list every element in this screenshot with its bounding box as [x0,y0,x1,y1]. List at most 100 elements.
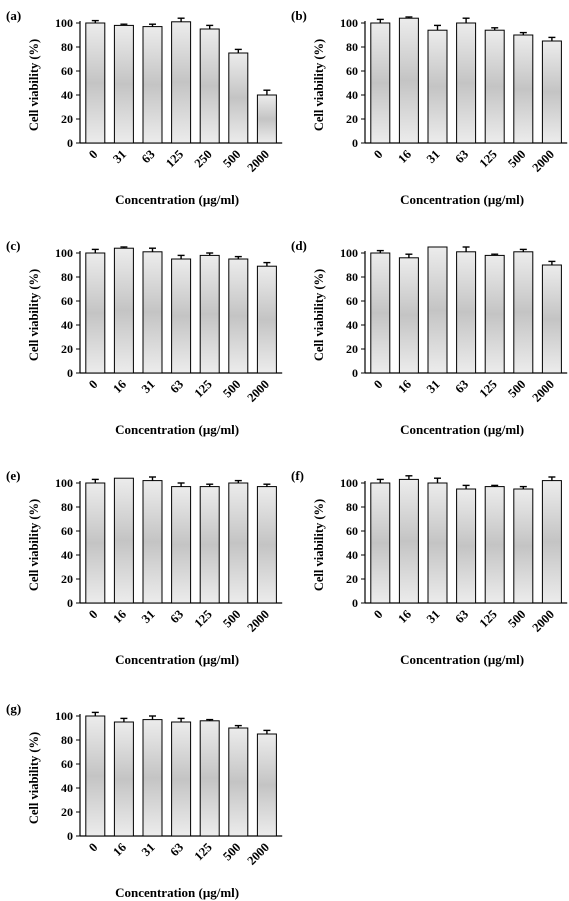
panel-label: (g) [6,701,21,716]
x-tick-label: 0 [371,147,385,161]
error-bar [177,17,185,22]
y-tick-label: 80 [61,500,73,514]
error-bar [491,484,499,487]
error-bar [91,711,99,716]
y-axis-label: Cell viability (%) [312,39,326,131]
x-tick-label: 2000 [244,377,272,405]
x-tick-label: 125 [477,377,500,400]
x-tick-label: 500 [220,840,243,863]
bar [370,482,391,604]
y-tick-label: 40 [61,781,73,795]
y-tick-label: 60 [61,64,73,78]
error-bar [434,477,441,483]
y-tick-label: 100 [340,16,358,30]
error-bar [263,261,271,267]
x-tick-label: 0 [371,607,385,621]
x-tick-label: 0 [86,147,100,161]
error-bar [91,248,99,253]
x-axis-label: Concentration (μg/ml) [115,652,239,667]
bar [484,254,505,374]
x-tick-label: 16 [395,377,414,396]
bar [199,486,220,604]
error-bar [462,17,470,23]
panel-label: (a) [6,8,21,23]
y-tick-label: 20 [61,112,73,126]
x-tick-label: 125 [192,607,215,630]
y-tick-label: 80 [346,40,358,54]
y-tick-label: 60 [61,757,73,771]
x-tick-label: 16 [110,607,129,626]
error-bar [120,23,128,26]
bar [484,486,505,604]
bar [256,265,277,374]
x-tick-label: 500 [505,607,528,630]
y-tick-label: 20 [61,342,73,356]
x-axis-label: Concentration (μg/ml) [115,885,239,900]
y-tick-label: 20 [346,112,358,126]
bar [541,40,562,144]
y-tick-label: 100 [55,16,73,30]
bar [513,251,534,374]
bar [113,721,134,837]
y-tick-label: 0 [67,136,73,150]
error-bar [376,18,384,23]
error-bar [263,729,271,734]
error-bar [234,724,242,728]
bar [228,52,249,144]
y-tick-label: 0 [352,596,358,610]
bar [171,721,192,837]
y-axis-label: Cell viability (%) [27,499,41,591]
y-tick-label: 60 [346,524,358,538]
x-tick-label: 63 [452,147,471,166]
y-axis-label: Cell viability (%) [27,269,41,361]
x-tick-label: 16 [110,377,129,396]
bar [171,21,192,144]
bar [398,257,419,374]
y-tick-label: 80 [61,40,73,54]
x-tick-label: 500 [220,377,243,400]
error-bar [263,483,271,487]
x-tick-label: 63 [139,147,158,166]
x-tick-label: 31 [139,607,158,626]
x-tick-label: 0 [371,377,385,391]
error-bar [405,475,413,480]
error-bar [177,482,185,487]
y-tick-label: 40 [61,318,73,332]
x-tick-label: 31 [424,147,443,166]
y-tick-label: 20 [61,572,73,586]
error-bar [91,19,99,23]
y-tick-label: 80 [61,270,73,284]
y-axis-label: Cell viability (%) [27,39,41,131]
bar [456,22,477,144]
y-tick-label: 40 [346,88,358,102]
x-tick-label: 63 [167,607,186,626]
y-tick-label: 0 [67,366,73,380]
x-tick-label: 31 [139,377,158,396]
bar [171,486,192,604]
chart-panel-g: (g) Cell viability (%) 0 20 40 60 80 100 0 16 31 63… [6,701,283,900]
x-tick-label: 500 [220,607,243,630]
x-axis-label: Concentration (μg/ml) [115,422,239,437]
x-tick-label: 500 [220,147,243,170]
error-bar [462,484,470,489]
y-axis-label: Cell viability (%) [312,499,326,591]
x-tick-label: 2000 [529,147,557,175]
y-tick-label: 100 [55,709,73,723]
error-bar [491,27,499,31]
y-tick-label: 60 [61,524,73,538]
x-tick-label: 31 [110,147,129,166]
x-tick-label: 63 [452,607,471,626]
y-tick-label: 40 [346,318,358,332]
x-tick-label: 125 [477,607,500,630]
x-tick-label: 125 [163,147,186,170]
bar [228,258,249,374]
bar [85,22,106,144]
error-bar [234,48,242,53]
bar [256,733,277,837]
bar [113,247,134,374]
bar [513,488,534,604]
x-axis-label: Concentration (μg/ml) [400,192,524,207]
bar [142,719,163,837]
bar [513,34,534,144]
